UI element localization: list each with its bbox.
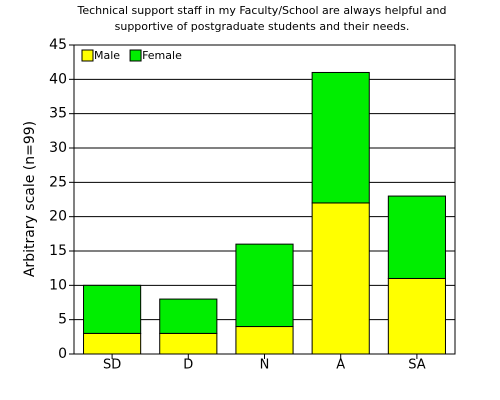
y-tick-label: 15 xyxy=(49,243,67,259)
y-tick-label: 25 xyxy=(49,174,67,190)
bar-segment xyxy=(83,332,142,355)
bar-segment xyxy=(311,202,370,355)
bar-segment xyxy=(235,326,294,355)
bar-segment xyxy=(235,243,294,328)
plot-frame xyxy=(73,44,456,355)
y-tick-label: 20 xyxy=(49,209,67,225)
x-tick-label: D xyxy=(183,358,193,373)
y-tick-label: 10 xyxy=(49,277,67,293)
x-tick-label: SD xyxy=(103,358,121,373)
legend-swatch xyxy=(81,49,94,62)
x-tick-label: SA xyxy=(408,358,425,373)
bar-segment xyxy=(159,298,218,334)
bar-segment xyxy=(311,71,370,204)
legend-swatch xyxy=(129,49,142,62)
y-tick-label: 30 xyxy=(49,140,67,156)
legend-label: Male xyxy=(94,49,120,62)
y-tick-label: 40 xyxy=(49,71,67,87)
x-tick-label: N xyxy=(260,358,270,373)
legend-label: Female xyxy=(142,49,182,62)
bar-segment xyxy=(83,284,142,334)
bar-segment xyxy=(387,277,446,355)
y-tick-label: 45 xyxy=(49,37,67,53)
x-tick-label: A xyxy=(336,358,345,373)
chart-title: supportive of postgraduate students and … xyxy=(115,20,410,33)
bar-segment xyxy=(387,195,446,279)
y-tick-label: 0 xyxy=(58,346,67,362)
y-tick-label: 35 xyxy=(49,106,67,122)
y-axis-label: Arbitrary scale (n=99) xyxy=(22,121,38,277)
y-tick-label: 5 xyxy=(58,312,67,328)
bar-segment xyxy=(159,332,218,355)
chart-title: Technical support staff in my Faculty/Sc… xyxy=(77,4,447,17)
